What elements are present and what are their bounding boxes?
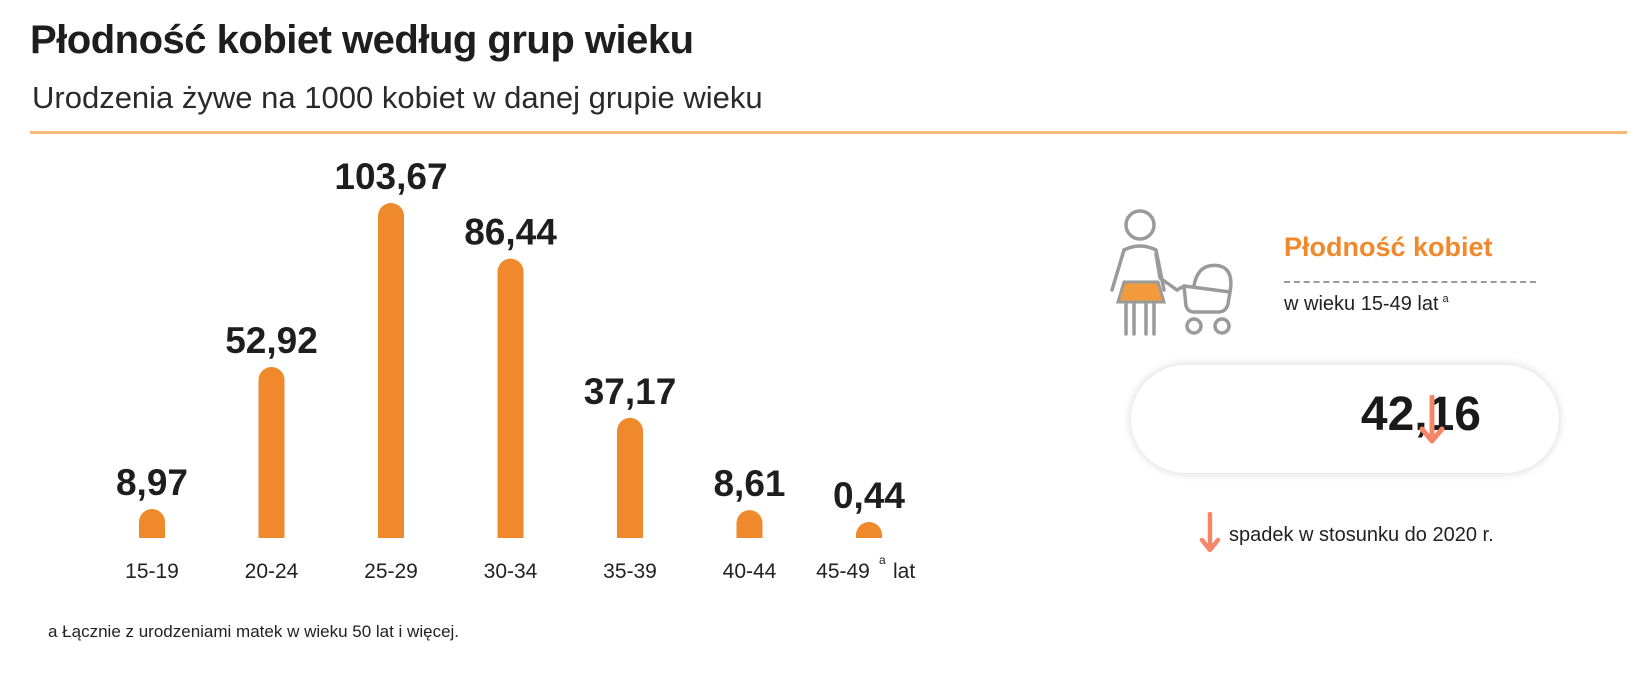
data-label-45-49: 0,44 [833,475,905,516]
arrow-down-icon [1199,512,1221,553]
chart-title: Płodność kobiet według grup wieku [30,18,694,62]
category-label-45-49: 45-49 [816,560,870,583]
data-label-15-19: 8,97 [116,462,188,503]
category-label-40-44: 40-44 [723,560,777,583]
bar-35-39 [617,417,643,538]
data-label-30-34: 86,44 [464,212,557,253]
data-label-35-39: 37,17 [584,371,677,412]
trend-legend-text: spadek w stosunku do 2020 r. [1229,524,1494,546]
total-fertility-card: 42,16 [1131,365,1559,473]
bar-chart: 8,97 15-19 52,92 20-24 103,67 25-29 86,44 30-34… [116,156,915,583]
bar-45-49 [856,522,882,538]
footnote: a Łącznie z urodzeniami matek w wieku 50… [48,622,460,641]
mother-with-stroller-icon [1110,209,1233,336]
side-panel-divider [1284,281,1536,283]
bar-30-34 [497,258,524,538]
bar-25-29 [378,203,404,538]
category-label-30-34: 30-34 [484,560,538,583]
category-label-15-19: 15-19 [125,560,179,583]
chart-subtitle: Urodzenia żywe na 1000 kobiet w danej gr… [32,80,763,115]
bar-15-19 [139,509,165,538]
category-label-20-24: 20-24 [245,560,299,583]
side-panel-title: Płodność kobiet [1284,232,1493,262]
data-label-40-44: 8,61 [713,463,785,504]
data-label-25-29: 103,67 [334,156,447,197]
category-label-35-39: 35-39 [603,560,657,583]
category-label-25-29: 25-29 [364,560,418,583]
footnote-marker: a [1442,293,1449,306]
data-label-20-24: 52,92 [225,320,318,361]
arrow-down-icon [1419,395,1445,444]
bar-40-44 [736,510,763,538]
header-divider [30,131,1627,134]
total-fertility-value: 42,16 [1360,388,1481,441]
side-panel-subtitle: w wieku 15-49 lat a [1284,293,1449,315]
category-unit-label: lat [893,560,915,583]
bar-20-24 [258,366,285,538]
footnote-marker: a [879,553,886,567]
